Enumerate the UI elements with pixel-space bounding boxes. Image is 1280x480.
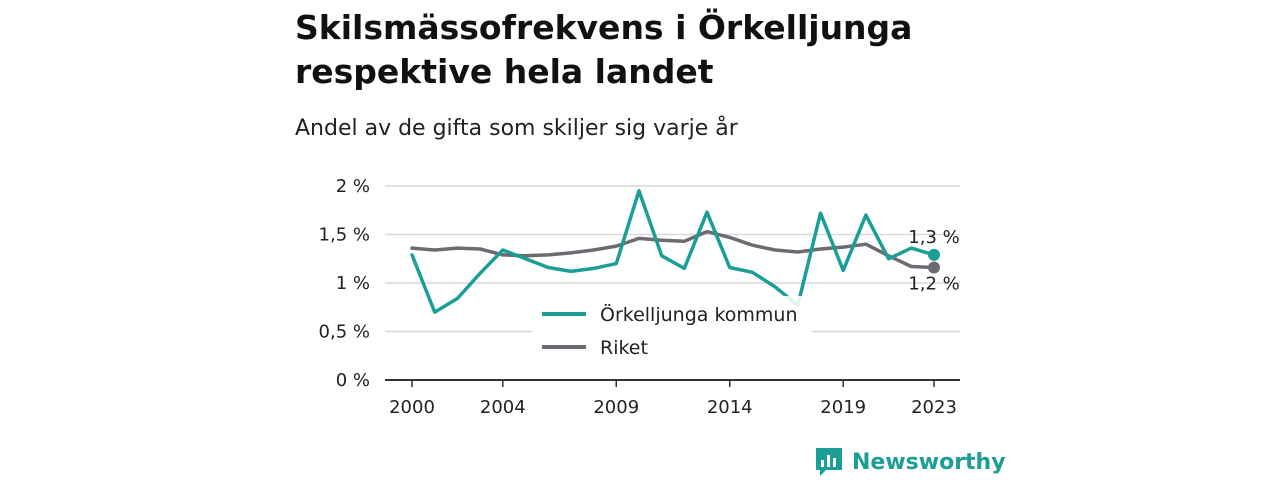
- chart-subtitle: Andel av de gifta som skiljer sig varje …: [295, 116, 738, 141]
- legend-background: [532, 296, 812, 370]
- series-lines: [410, 189, 936, 314]
- legend: Örkelljunga kommun Riket: [532, 296, 812, 370]
- end-point: [928, 261, 940, 274]
- x-tick-label: 2004: [480, 397, 526, 418]
- x-tick-label: 2000: [389, 397, 435, 418]
- end-labels: 1,3 % 1,2 %: [908, 227, 959, 295]
- chart-title: Skilsmässofrekvens i Örkelljunga respekt…: [295, 8, 913, 91]
- y-tick-label: 1 %: [336, 273, 370, 294]
- x-tick-label: 2009: [593, 397, 639, 418]
- y-axis-tick-labels: 0 % 0,5 % 1 % 1,5 % 2 %: [319, 176, 370, 391]
- legend-label: Riket: [600, 337, 648, 359]
- bar-chart-speech-icon: [816, 448, 842, 476]
- end-value-label: 1,3 %: [908, 227, 959, 248]
- y-tick-label: 0,5 %: [319, 322, 370, 343]
- legend-label: Örkelljunga kommun: [600, 303, 798, 326]
- y-tick-label: 1,5 %: [319, 225, 370, 246]
- x-tick-label: 2023: [911, 397, 957, 418]
- brand-name: Newsworthy: [852, 449, 1006, 475]
- x-axis: 2000 2004 2009 2014 2019 2023: [385, 379, 960, 418]
- y-tick-label: 2 %: [336, 176, 370, 197]
- x-tick-label: 2014: [707, 397, 753, 418]
- y-tick-label: 0 %: [336, 370, 370, 391]
- newsworthy-logo: Newsworthy: [814, 445, 1006, 479]
- end-value-label: 1,2 %: [908, 273, 959, 294]
- x-tick-label: 2019: [820, 397, 866, 418]
- end-point: [928, 248, 940, 261]
- series-line-orkelljunga: [410, 189, 936, 314]
- grid-lines: [385, 185, 960, 333]
